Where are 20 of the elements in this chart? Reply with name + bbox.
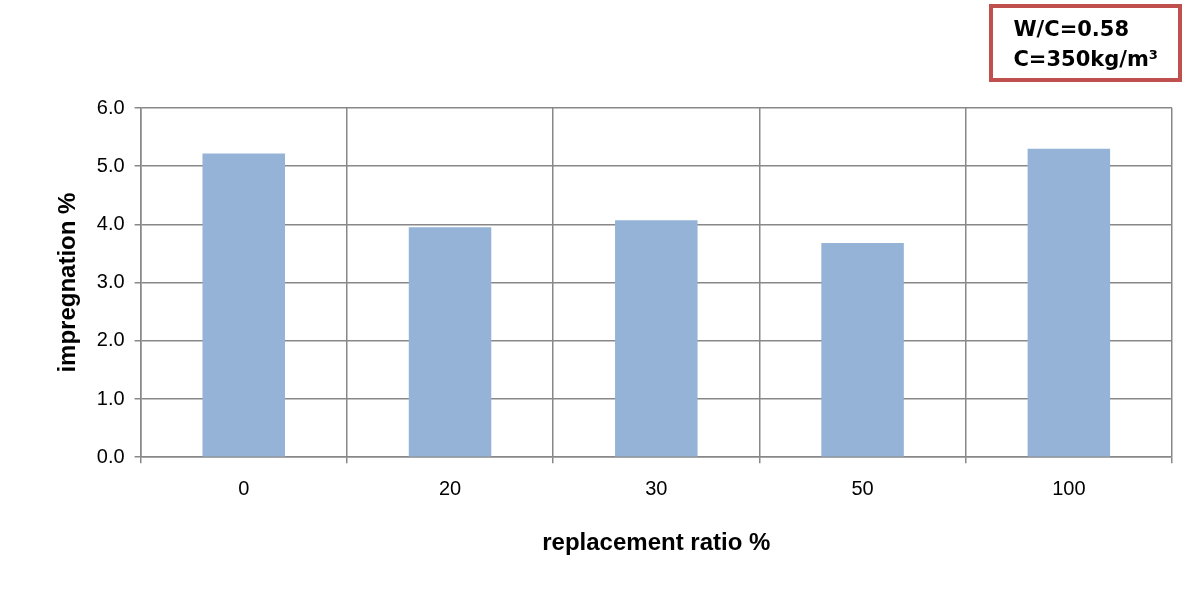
bar <box>1027 148 1111 457</box>
y-tick-label: 2.0 <box>96 328 125 351</box>
bar <box>202 153 285 457</box>
bar <box>615 220 698 457</box>
x-tick-label: 0 <box>238 476 250 499</box>
bar <box>408 227 492 457</box>
x-tick-label: 20 <box>438 476 462 499</box>
y-axis-title: impregnation % <box>53 192 81 373</box>
x-tick-label: 30 <box>645 476 668 499</box>
x-tick-label: 50 <box>851 476 874 499</box>
y-tick-label: 6.0 <box>96 95 125 118</box>
y-tick-label: 1.0 <box>96 386 125 409</box>
y-tick-label: 4.0 <box>96 211 125 234</box>
y-tick-label: 3.0 <box>96 270 125 293</box>
bar <box>821 243 904 457</box>
y-tick-label: 0.0 <box>96 444 125 467</box>
note-box: W/C=0.58 C=350kg/m³ <box>989 4 1182 82</box>
y-tick-label: 5.0 <box>96 153 125 176</box>
x-tick-label: 100 <box>1052 476 1086 499</box>
x-axis-title: replacement ratio % <box>542 528 771 556</box>
